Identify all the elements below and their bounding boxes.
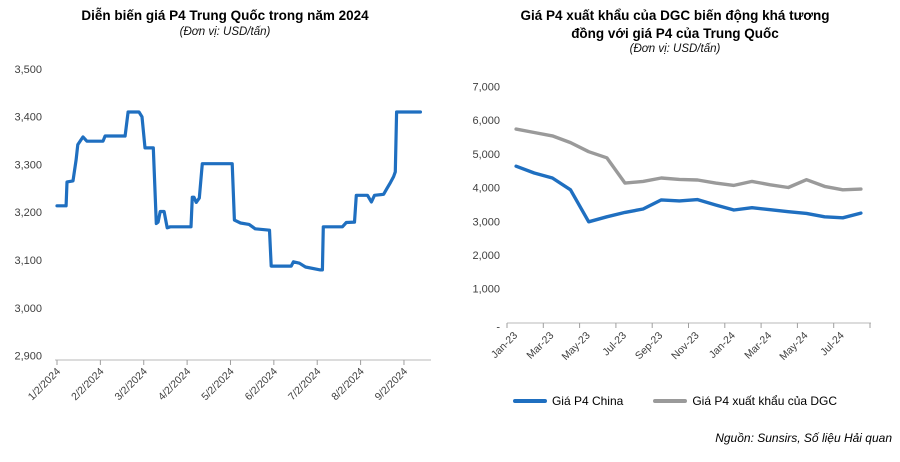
legend-item-dgc: Giá P4 xuất khẩu của DGC — [653, 394, 837, 408]
legend-label-china: Giá P4 China — [551, 394, 624, 408]
y-tick-label: 3,200 — [14, 207, 42, 219]
y-tick-label: 3,100 — [14, 255, 42, 267]
legend-label-dgc: Giá P4 xuất khẩu của DGC — [692, 394, 838, 408]
x-tick-label: 4/2/2024 — [156, 366, 193, 403]
x-tick-label: Sep-23 — [633, 330, 666, 363]
y-tick-label: 2,900 — [14, 351, 42, 363]
legend-swatch-dgc-line — [653, 399, 688, 403]
y-tick-label: 3,000 — [14, 303, 42, 315]
x-tick-label: Jul-23 — [600, 330, 629, 359]
chart-unit-note: (Đơn vị: USD/tấn) — [179, 25, 271, 38]
dgc-vs-china-p4-chart-panel: Giá P4 xuất khẩu của DGC biến động khá t… — [450, 0, 900, 462]
x-tick-label: Nov-23 — [669, 330, 702, 363]
y-tick-label: - — [496, 321, 500, 333]
series-line-china — [514, 164, 863, 224]
y-tick-label: 3,500 — [14, 64, 42, 76]
x-tick-label: Jul-24 — [818, 330, 847, 359]
x-tick-label: May-24 — [777, 330, 810, 363]
x-tick-label: 8/2/2024 — [329, 366, 366, 403]
chart-title: Diễn biến giá P4 Trung Quốc trong năm 20… — [81, 8, 369, 23]
y-tick-label: 2,000 — [472, 250, 500, 262]
x-tick-label: 6/2/2024 — [243, 366, 280, 403]
legend: Giá P4 China Giá P4 xuất khẩu của DGC — [450, 394, 900, 408]
legend-item-china: Giá P4 China — [512, 394, 624, 408]
x-tick-label: May-23 — [559, 330, 592, 363]
x-tick-label: 3/2/2024 — [112, 366, 149, 403]
chart-unit-note: (Đơn vị: USD/tấn) — [629, 43, 721, 56]
x-tick-label: 2/2/2024 — [69, 366, 106, 403]
legend-swatch-china-line — [512, 399, 547, 403]
x-tick-label: 7/2/2024 — [286, 366, 323, 403]
x-tick-label: Jan-23 — [489, 330, 520, 361]
y-tick-label: 7,000 — [472, 82, 500, 94]
y-tick-label: 3,000 — [472, 216, 500, 228]
china-p4-2024-plot: 3,500 3,400 3,300 3,200 3,100 3,000 2,900 1/2/2… — [14, 64, 431, 403]
y-tick-label: 3,400 — [14, 112, 42, 124]
dgc-vs-china-p4-plot: 7,0006,0005,0004,0003,0002,0001,000-Jan-… — [472, 82, 871, 363]
x-tick-label: Mar-24 — [742, 330, 774, 362]
x-tick-label: 1/2/2024 — [26, 366, 63, 403]
y-tick-label: 1,000 — [472, 284, 500, 296]
y-tick-label: 3,300 — [14, 159, 42, 171]
series-line-dgc — [514, 127, 863, 192]
y-tick-label: 6,000 — [472, 115, 500, 127]
x-tick-label: 5/2/2024 — [199, 366, 236, 403]
y-tick-label: 4,000 — [472, 183, 500, 195]
source-note: Nguồn: Sunsirs, Số liệu Hải quan — [715, 431, 892, 445]
x-tick-label: Mar-23 — [524, 330, 556, 362]
y-tick-label: 5,000 — [472, 149, 500, 161]
x-tick-label: Jan-24 — [707, 330, 738, 361]
series-line-china-p4 — [55, 110, 422, 272]
china-p4-2024-chart-panel: Diễn biến giá P4 Trung Quốc trong năm 20… — [14, 8, 431, 403]
x-tick-label: 9/2/2024 — [373, 366, 410, 403]
chart-title: Giá P4 xuất khẩu của DGC biến động khá t… — [520, 8, 830, 41]
